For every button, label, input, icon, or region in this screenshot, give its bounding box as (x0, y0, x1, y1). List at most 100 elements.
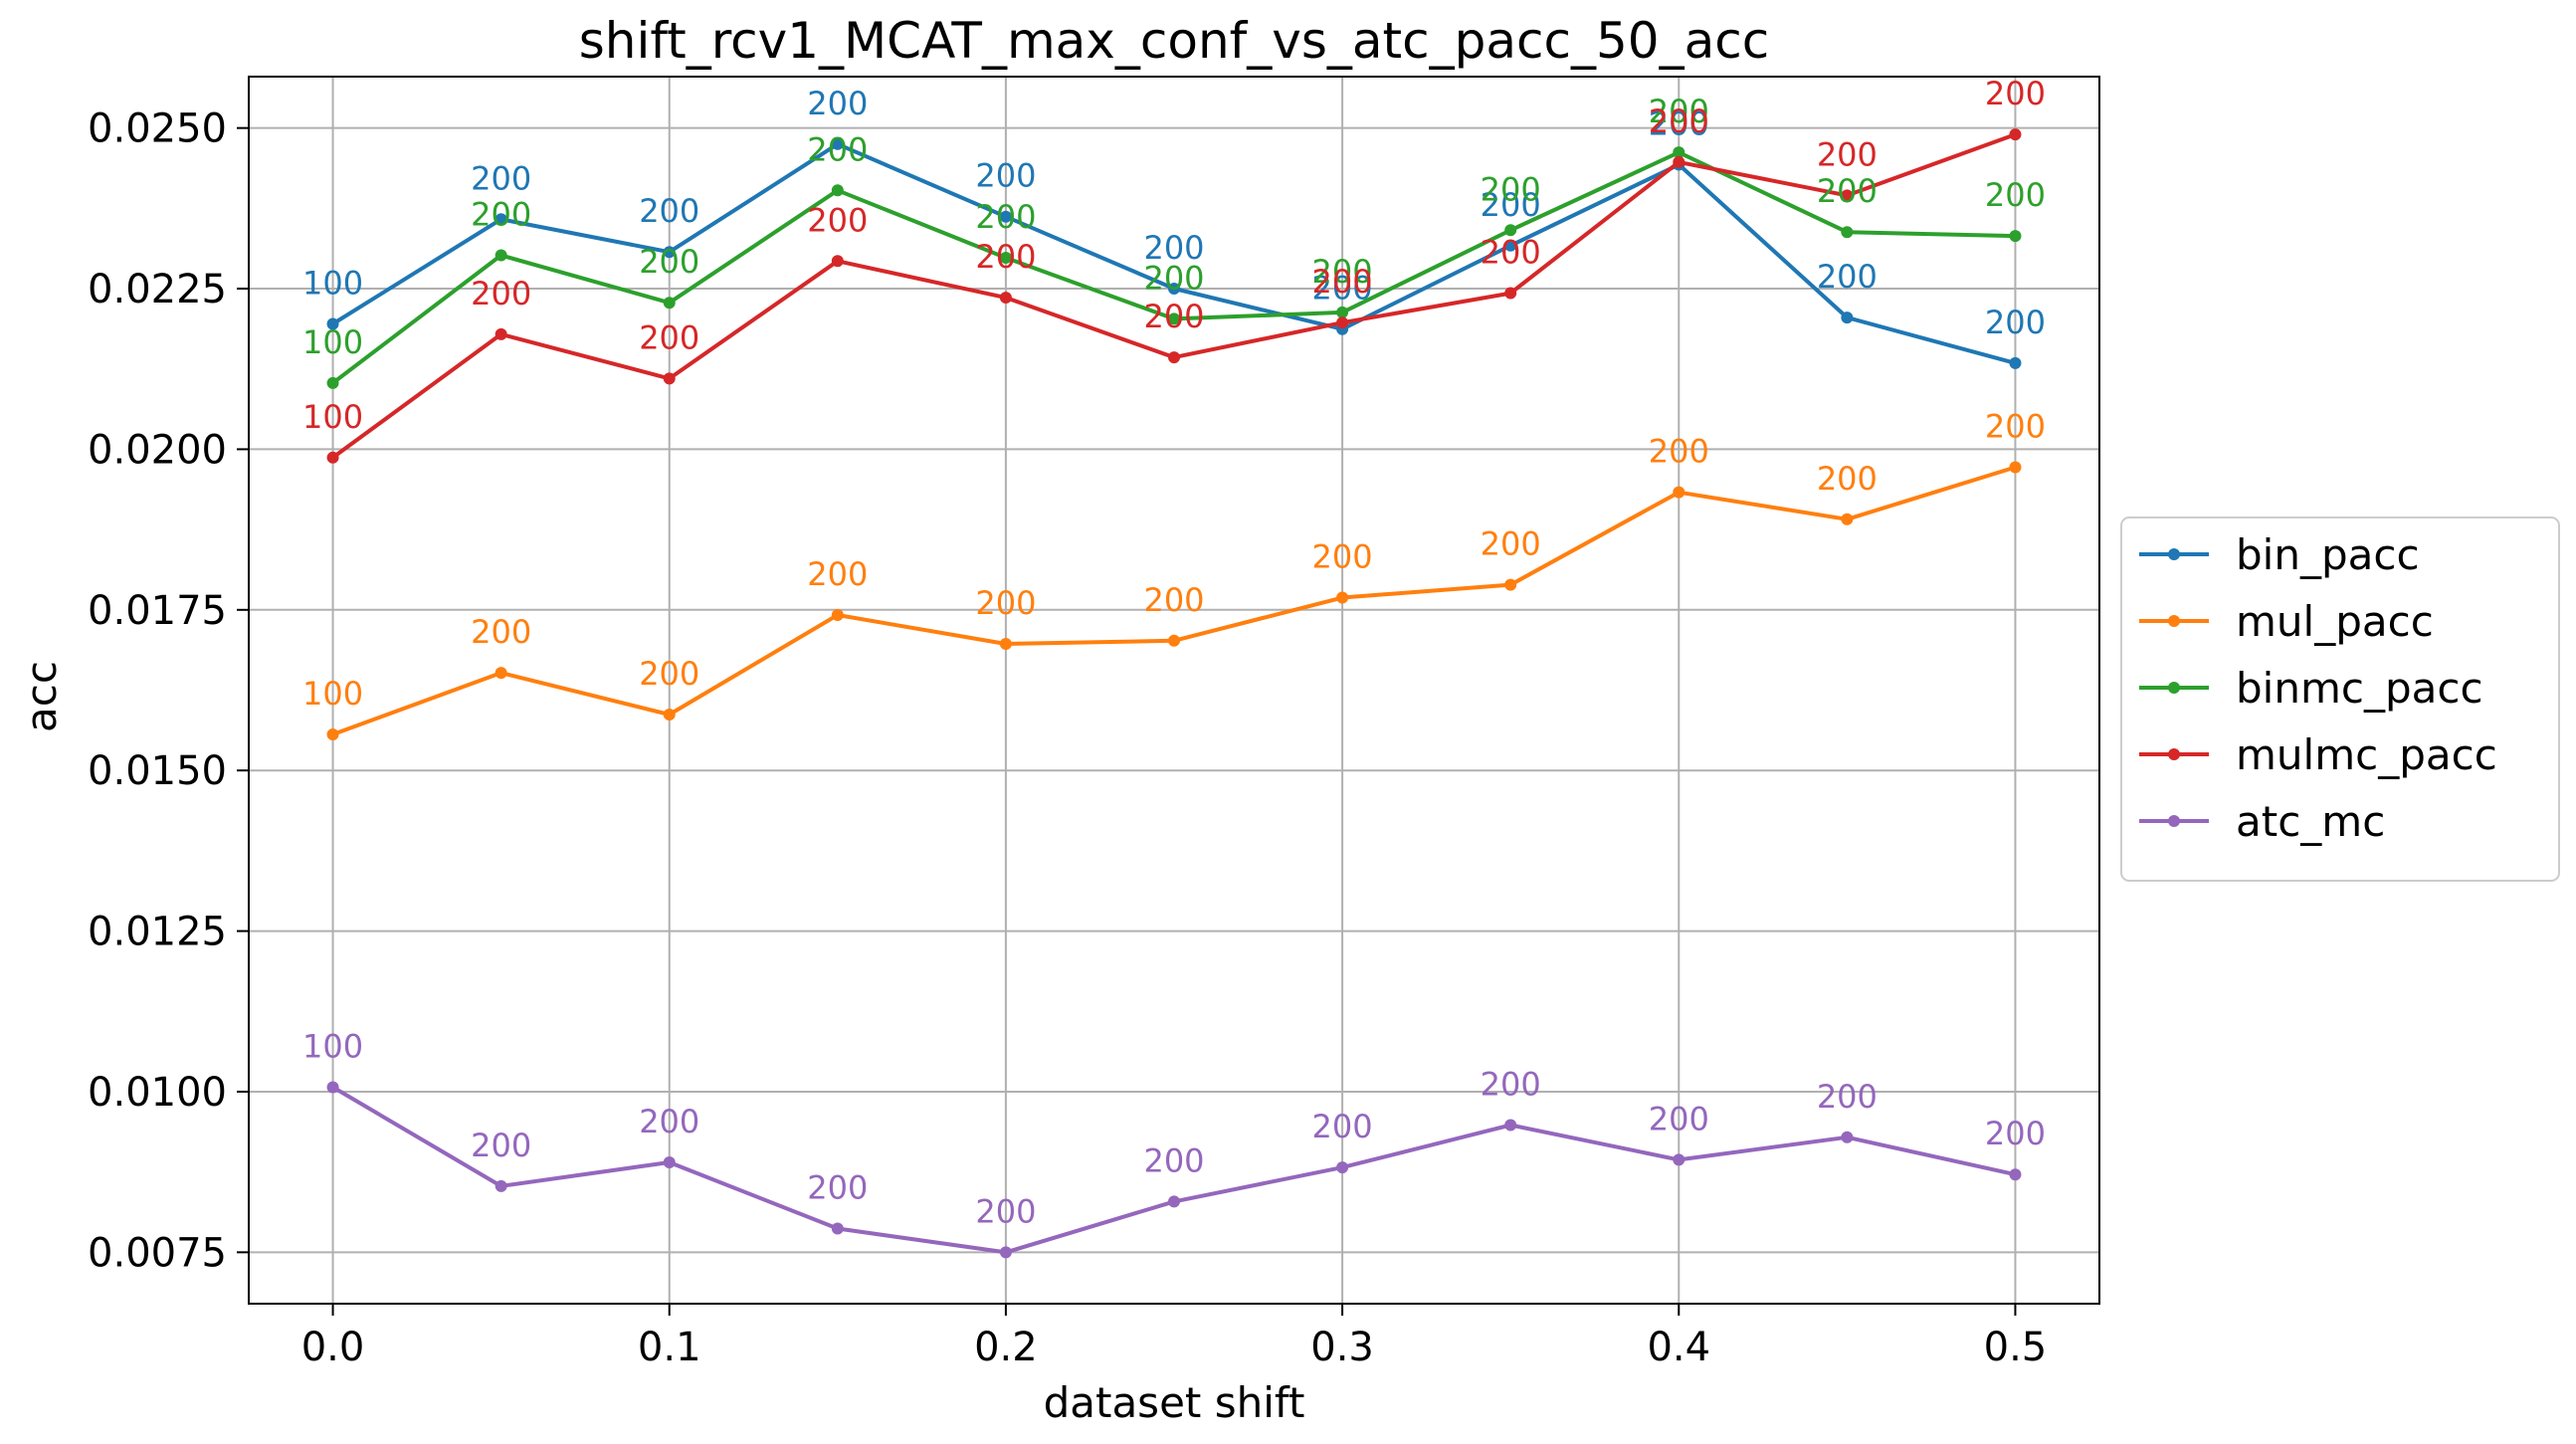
data-point (495, 667, 507, 680)
legend-label: atc_mc (2236, 797, 2385, 846)
data-point (2009, 461, 2022, 474)
y-tick-label: 0.0175 (88, 588, 227, 634)
data-label: 200 (807, 85, 868, 122)
data-point (999, 252, 1012, 265)
data-point (831, 184, 844, 197)
data-point (663, 709, 676, 722)
data-label: 100 (302, 398, 363, 436)
data-label: 200 (1649, 1100, 1709, 1137)
series-mul_pacc (326, 461, 2022, 741)
data-label: 200 (1985, 304, 2046, 341)
data-label: 200 (1143, 1141, 1204, 1179)
data-label: 200 (1817, 172, 1878, 210)
legend-marker (2168, 615, 2180, 627)
data-point (1336, 591, 1349, 604)
data-label: 200 (1481, 234, 1541, 272)
data-point (1673, 486, 1685, 499)
data-label: 200 (1649, 103, 1709, 140)
data-label: 200 (1985, 75, 2046, 112)
data-label: 200 (807, 555, 868, 593)
legend-marker (2168, 748, 2180, 760)
data-point (326, 728, 339, 741)
data-point (831, 1222, 844, 1235)
chart-title: shift_rcv1_MCAT_max_conf_vs_atc_pacc_50_… (579, 12, 1770, 70)
data-point (326, 451, 339, 464)
data-label: 200 (471, 613, 531, 651)
data-label: 200 (1312, 263, 1373, 301)
data-point (831, 608, 844, 621)
legend-label: mul_pacc (2236, 597, 2434, 646)
data-label: 200 (471, 275, 531, 312)
data-label: 200 (807, 201, 868, 239)
series-layer (326, 128, 2022, 1259)
data-label: 200 (975, 238, 1036, 276)
x-tick-label: 0.4 (1647, 1325, 1710, 1370)
y-tick-label: 0.0200 (88, 427, 227, 473)
data-label: 200 (1143, 259, 1204, 297)
data-point (2009, 230, 2022, 243)
legend-item-mulmc_pacc: mulmc_pacc (2139, 730, 2497, 779)
data-label: 200 (471, 195, 531, 233)
data-point (999, 292, 1012, 305)
data-point (1504, 287, 1517, 300)
data-point (1673, 146, 1685, 159)
data-label: 200 (471, 159, 531, 197)
data-point (663, 1155, 676, 1168)
data-label: 200 (1481, 525, 1541, 563)
y-tick-label: 0.0075 (88, 1230, 227, 1276)
series-bin_pacc (326, 137, 2022, 369)
data-point (999, 210, 1012, 223)
legend: bin_pacc mul_pacc binmc_pacc mulmc_pacc atc_… (2120, 516, 2560, 882)
legend-item-binmc_pacc: binmc_pacc (2139, 664, 2483, 713)
data-point (1673, 155, 1685, 168)
data-label: 200 (1649, 93, 1709, 130)
data-point (1168, 351, 1180, 364)
data-label: 200 (1481, 1066, 1541, 1104)
x-tick-label: 0.1 (638, 1325, 701, 1370)
series-mulmc_pacc (326, 128, 2022, 464)
data-label: 200 (1649, 433, 1709, 471)
data-point (663, 372, 676, 385)
data-label: 200 (1481, 186, 1541, 224)
data-point (663, 297, 676, 309)
data-point (2009, 128, 2022, 141)
y-tick-label: 0.0150 (88, 748, 227, 794)
data-label: 200 (807, 1168, 868, 1206)
data-label: 100 (302, 265, 363, 303)
data-label: 200 (1312, 1108, 1373, 1145)
data-label: 200 (1312, 253, 1373, 291)
data-label: 200 (471, 1127, 531, 1164)
data-point (1841, 226, 1854, 239)
data-point (1168, 283, 1180, 296)
data-label: 200 (639, 318, 699, 356)
data-point (1841, 311, 1854, 324)
y-tick-label: 0.0125 (88, 910, 227, 955)
data-label: 200 (975, 198, 1036, 236)
data-point (1504, 1119, 1517, 1132)
data-label: 200 (639, 192, 699, 230)
data-label: 200 (639, 243, 699, 281)
plot-frame (248, 76, 2100, 1305)
data-label: 200 (1312, 270, 1373, 308)
data-label: 200 (1985, 407, 2046, 445)
data-label: 200 (975, 1192, 1036, 1230)
data-label: 200 (1985, 1115, 2046, 1152)
data-point (1504, 239, 1517, 252)
data-point (495, 249, 507, 262)
data-label: 200 (807, 130, 868, 168)
legend-label: mulmc_pacc (2236, 730, 2497, 779)
data-point (1336, 316, 1349, 329)
data-point (1168, 634, 1180, 647)
data-point (831, 137, 844, 150)
data-label: 200 (1649, 104, 1709, 142)
data-point (999, 638, 1012, 651)
y-axis-label: acc (17, 661, 66, 732)
data-label: 100 (302, 1027, 363, 1065)
x-tick-label: 0.2 (974, 1325, 1038, 1370)
data-label: 200 (639, 1103, 699, 1140)
legend-marker (2168, 815, 2180, 827)
data-point (1673, 1153, 1685, 1166)
data-point (831, 255, 844, 268)
legend-marker (2168, 548, 2180, 560)
